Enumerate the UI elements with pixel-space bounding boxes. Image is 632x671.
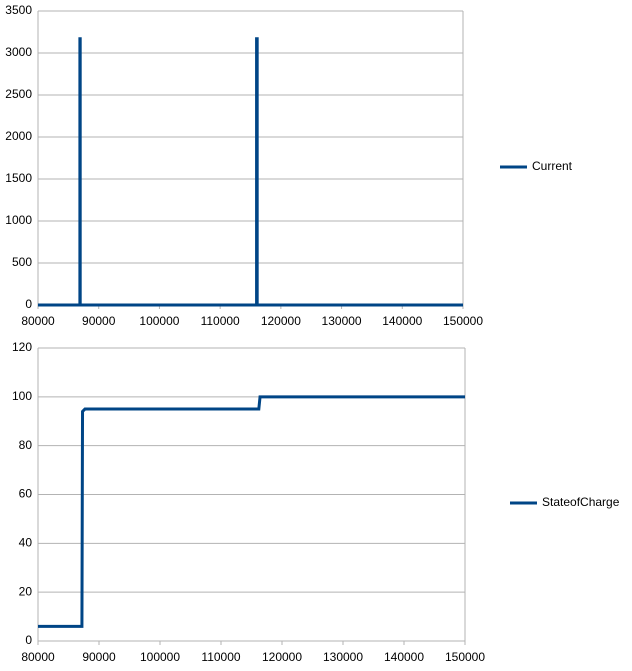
- y-tick-label: 2500: [5, 87, 32, 101]
- y-tick-label: 20: [19, 584, 33, 598]
- y-tick-label: 1000: [5, 213, 32, 227]
- x-tick-label: 120000: [261, 314, 301, 328]
- x-tick-label: 100000: [139, 314, 179, 328]
- y-tick-label: 2000: [5, 129, 32, 143]
- y-tick-label: 1500: [5, 171, 32, 185]
- x-tick-label: 130000: [322, 314, 362, 328]
- y-tick-label: 500: [12, 255, 32, 269]
- series-line: [38, 395, 465, 628]
- legend-label: Current: [532, 159, 573, 173]
- legend-label: StateofCharge: [542, 495, 620, 509]
- x-tick-label: 130000: [323, 650, 363, 664]
- x-tick-label: 140000: [382, 314, 422, 328]
- x-tick-label: 80000: [21, 650, 55, 664]
- x-tick-label: 150000: [445, 650, 485, 664]
- x-tick-label: 140000: [384, 650, 424, 664]
- x-tick-label: 110000: [201, 314, 240, 328]
- y-tick-label: 80: [19, 438, 33, 452]
- y-tick-label: 3500: [5, 3, 32, 17]
- x-tick-label: 100000: [140, 650, 180, 664]
- x-tick-label: 150000: [443, 314, 483, 328]
- x-tick-label: 120000: [262, 650, 302, 664]
- y-tick-label: 60: [19, 487, 33, 501]
- x-tick-label: 90000: [82, 314, 116, 328]
- y-tick-label: 40: [19, 536, 33, 550]
- y-tick-label: 100: [12, 389, 32, 403]
- y-tick-label: 120: [12, 340, 32, 354]
- y-tick-label: 0: [25, 633, 32, 647]
- y-tick-label: 0: [25, 297, 32, 311]
- x-tick-label: 110000: [201, 650, 240, 664]
- x-tick-label: 90000: [82, 650, 116, 664]
- y-tick-label: 3000: [5, 45, 32, 59]
- series-line: [38, 37, 463, 307]
- x-tick-label: 80000: [21, 314, 55, 328]
